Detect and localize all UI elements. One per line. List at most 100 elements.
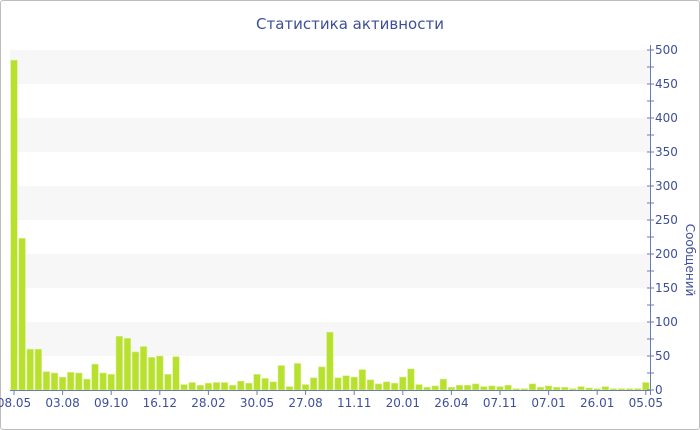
bar [293,363,302,391]
bar [140,346,148,391]
grid-band [10,254,650,288]
y-tick-label: 500 [655,43,678,57]
bar [277,365,285,391]
bar [350,376,358,391]
bar [455,384,464,391]
bar [10,59,18,391]
y-tick-label: 150 [655,281,678,295]
y-tick-label: 450 [655,77,678,91]
bar [431,385,439,391]
bar [577,386,585,391]
bar [83,378,91,391]
x-tick-label: 26.04 [434,396,468,410]
bar [50,372,59,391]
x-tick-label: 16.12 [143,396,177,410]
bar [480,386,488,391]
bar [617,388,626,391]
bar [310,377,318,391]
bar [366,379,375,391]
x-tick-label: 07.11 [483,396,517,410]
y-tick-label: 50 [655,349,670,363]
bar [358,369,366,391]
bar [204,382,213,391]
x-tick-label: 03.08 [45,396,79,410]
bar [58,376,67,391]
bar [342,375,350,391]
y-tick-label: 100 [655,315,678,329]
bar [67,372,75,391]
y-tick-label: 400 [655,111,678,125]
y-tick-label: 350 [655,145,678,159]
bar [544,385,553,391]
bar [601,386,609,391]
y-tick-label: 300 [655,179,678,193]
bar [261,378,269,391]
bar [253,374,261,391]
x-tick-label: 11.11 [337,396,371,410]
bar [609,388,617,391]
bar [131,351,140,391]
bar [229,384,237,391]
bar [407,368,415,391]
bar [188,382,196,391]
bar [99,372,107,391]
x-tick-label: 27.08 [288,396,322,410]
bar [301,384,310,391]
bar [180,384,188,391]
bar [75,372,83,391]
bar [172,356,180,391]
bar [463,384,472,391]
bar [382,381,391,391]
bar [520,388,528,391]
grid-band [10,50,650,84]
bar [561,386,569,391]
bar [334,377,342,391]
bar [326,331,334,391]
x-tick-label: 08.05 [0,396,31,410]
bar [18,238,26,391]
grid-band [10,118,650,152]
y-tick-label: 250 [655,213,678,227]
bar [399,376,407,391]
bar [528,383,536,391]
bar [553,386,561,391]
x-tick-label: 07.01 [531,396,565,410]
bar [107,374,115,391]
bar [569,388,577,391]
bar [488,385,496,391]
bar [123,338,131,391]
bar [585,387,593,391]
bar [115,335,123,391]
bar [34,348,42,391]
bar [164,374,172,391]
x-tick-label: 20.01 [386,396,420,410]
bar [423,386,431,391]
bar [634,388,642,391]
bar [439,378,447,391]
bar [26,348,34,391]
bar [237,380,245,391]
bar [496,386,504,391]
bar [415,384,423,391]
bar [504,384,512,391]
x-tick-label: 05.05 [629,396,663,410]
bar [212,382,221,391]
bar [285,386,294,391]
bar [221,382,229,391]
bar [318,366,326,391]
bar [512,388,520,391]
bar [642,382,650,391]
chart-title: Статистика активности [256,15,444,33]
grid-band [10,186,650,220]
bar [148,357,156,391]
bar [42,371,50,391]
bar [391,382,399,391]
bar [472,383,480,391]
bar [196,384,204,391]
bar [625,388,634,391]
y-tick-label: 200 [655,247,678,261]
bar [374,383,383,391]
bar [245,382,253,391]
bar [269,381,277,391]
